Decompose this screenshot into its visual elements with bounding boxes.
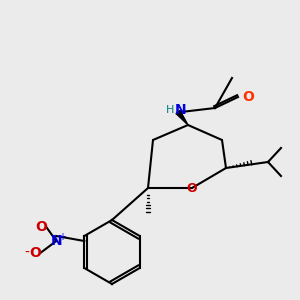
Text: H: H	[166, 105, 174, 115]
Text: O: O	[187, 182, 197, 194]
Text: N: N	[175, 103, 187, 117]
Text: O: O	[242, 90, 254, 104]
Polygon shape	[176, 110, 188, 125]
Text: O: O	[29, 246, 41, 260]
Text: O: O	[35, 220, 47, 234]
Text: +: +	[58, 232, 66, 242]
Text: -: -	[25, 246, 30, 260]
Text: N: N	[50, 234, 62, 248]
